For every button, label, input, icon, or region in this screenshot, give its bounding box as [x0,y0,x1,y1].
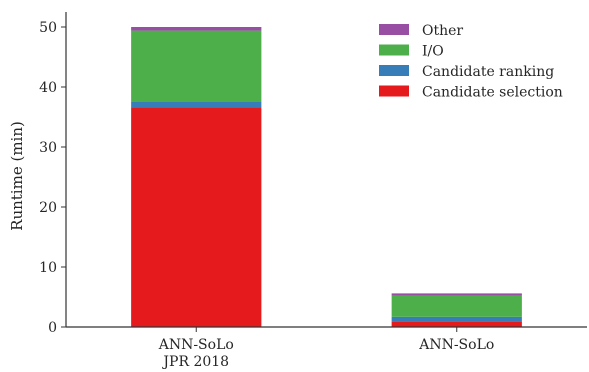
bar-i-o-1 [131,30,262,103]
x-tick-label-1: ANN-SoLo JPR 2018 [158,337,234,370]
legend-label-candidate-selection: Candidate selection [422,85,563,101]
y-tick-label-40: 40 [39,80,57,96]
y-tick-label-30: 30 [39,140,57,156]
legend-label-other: Other [422,23,463,39]
legend-swatch-i-o [379,44,409,56]
bar-candidate-ranking-2 [391,316,522,322]
y-tick-label-20: 20 [39,200,57,216]
y-axis-label: Runtime (min) [8,121,26,231]
bars-group [131,27,522,328]
x-ticks-group: ANN-SoLo JPR 2018 ANN-SoLo [158,327,494,370]
legend-label-i-o: I/O [422,44,444,60]
legend-label-candidate-ranking: Candidate ranking [422,64,554,80]
y-tick-label-50: 50 [39,20,57,36]
legend: Other I/O Candidate ranking Candidate selec… [379,23,563,101]
axes-group [65,12,587,328]
y-tick-label-10: 10 [39,260,57,276]
y-ticks-group: 0 10 20 30 40 50 [39,20,66,336]
y-tick-label-0: 0 [48,320,57,336]
x-tick-label-2: ANN-SoLo [418,337,494,353]
bar-other-1 [131,27,262,31]
legend-swatch-candidate-selection [379,85,409,97]
bar-candidate-ranking-1 [131,102,262,108]
bar-candidate-selection-2 [391,321,522,327]
legend-swatch-other [379,24,409,35]
legend-swatch-candidate-ranking [379,65,409,76]
bar-other-2 [391,293,522,296]
bar-candidate-selection-1 [131,107,262,328]
bar-i-o-2 [391,295,522,317]
